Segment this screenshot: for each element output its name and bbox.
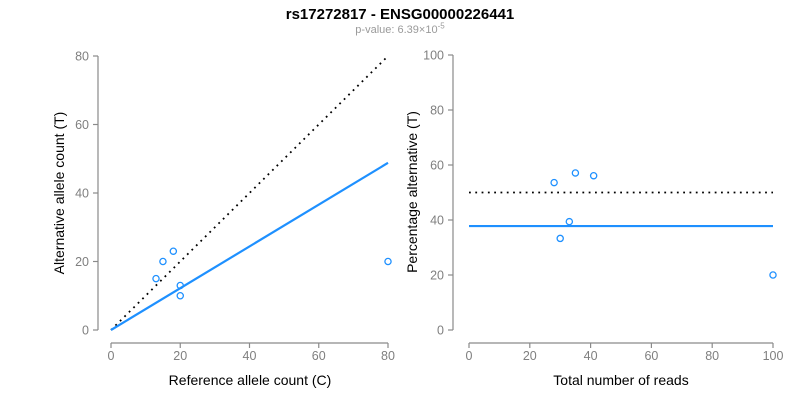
y-tick-label: 100 — [423, 49, 444, 63]
data-point — [769, 271, 777, 279]
y-tick-label: 40 — [430, 214, 444, 228]
data-point — [550, 178, 558, 187]
x-tick-label: 60 — [312, 349, 326, 363]
data-point — [176, 281, 184, 290]
data-point — [176, 291, 184, 300]
x-axis-label: Total number of reads — [553, 372, 688, 388]
x-tick-label: 0 — [108, 349, 115, 363]
data-point — [152, 274, 160, 283]
y-tick-label: 40 — [75, 187, 89, 201]
data-point — [159, 257, 167, 266]
x-tick-label: 0 — [466, 349, 473, 363]
x-tick-label: 80 — [381, 349, 395, 363]
data-point — [556, 234, 564, 243]
x-tick-label: 20 — [523, 349, 537, 363]
y-axis-label: Alternative allele count (T) — [51, 112, 67, 275]
y-tick-label: 60 — [430, 159, 444, 173]
identity-line — [110, 55, 389, 331]
percentage-panel: 0 20 40 60 80 100 0 20 40 60 80 100 Total number of … — [404, 49, 783, 389]
x-tick-label: 20 — [173, 349, 187, 363]
pvalue-exponent: -5 — [437, 21, 445, 31]
y-tick-label: 0 — [82, 324, 89, 338]
data-point — [565, 217, 574, 226]
pvalue-text: p-value: 6.39×10 — [355, 24, 438, 36]
data-point — [589, 171, 598, 180]
plot-subtitle: p-value: 6.39×10-5 — [0, 21, 800, 36]
data-point — [571, 169, 580, 177]
y-axis-label: Percentage alternative (T) — [404, 111, 420, 273]
x-tick-label: 40 — [584, 349, 598, 363]
y-tick-label: 20 — [75, 255, 89, 269]
data-point — [384, 257, 392, 266]
x-tick-label: 40 — [243, 349, 257, 363]
data-point — [169, 247, 178, 255]
y-tick-label: 0 — [437, 324, 444, 338]
x-axis-label: Reference allele count (C) — [169, 372, 332, 388]
y-tick-label: 20 — [430, 269, 444, 283]
plot-title: rs17272817 - ENSG00000226441 — [285, 6, 515, 23]
y-tick-label: 80 — [75, 50, 89, 64]
regression-line — [110, 161, 389, 331]
x-tick-label: 100 — [763, 349, 784, 363]
y-tick-label: 80 — [430, 104, 444, 118]
y-tick-label: 60 — [75, 118, 89, 132]
x-tick-label: 80 — [705, 349, 719, 363]
x-tick-label: 60 — [644, 349, 658, 363]
allele-count-panel: 0 20 40 60 80 0 20 40 60 80 Reference allele count… — [51, 50, 395, 389]
